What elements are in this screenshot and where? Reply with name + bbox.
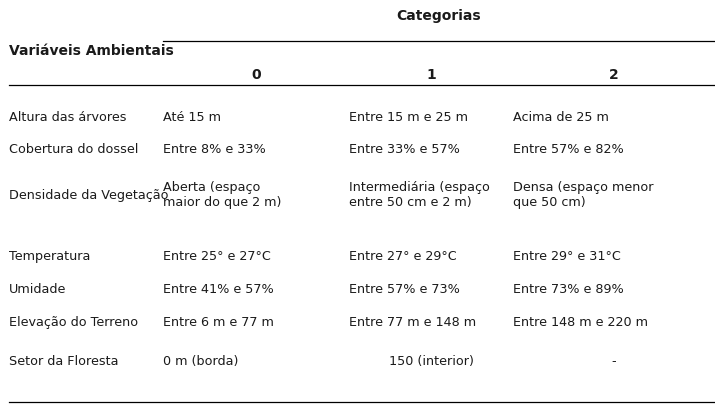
Text: Até 15 m: Até 15 m: [163, 110, 221, 124]
Text: Setor da Floresta: Setor da Floresta: [9, 355, 118, 369]
Text: 2: 2: [609, 68, 619, 82]
Text: Entre 15 m e 25 m: Entre 15 m e 25 m: [349, 110, 468, 124]
Text: Entre 6 m e 77 m: Entre 6 m e 77 m: [163, 316, 274, 330]
Text: Cobertura do dossel: Cobertura do dossel: [9, 143, 138, 156]
Text: Entre 8% e 33%: Entre 8% e 33%: [163, 143, 266, 156]
Text: 1: 1: [426, 68, 436, 82]
Text: Entre 25° e 27°C: Entre 25° e 27°C: [163, 250, 271, 263]
Text: Categorias: Categorias: [397, 9, 481, 23]
Text: Umidade: Umidade: [9, 283, 66, 296]
Text: Temperatura: Temperatura: [9, 250, 90, 263]
Text: 150 (interior): 150 (interior): [389, 355, 473, 369]
Text: Intermediária (espaço
entre 50 cm e 2 m): Intermediária (espaço entre 50 cm e 2 m): [349, 181, 490, 209]
Text: Densa (espaço menor
que 50 cm): Densa (espaço menor que 50 cm): [513, 181, 654, 209]
Text: Variáveis Ambientais: Variáveis Ambientais: [9, 44, 173, 58]
Text: Altura das árvores: Altura das árvores: [9, 110, 126, 124]
Text: Acima de 25 m: Acima de 25 m: [513, 110, 609, 124]
Text: Aberta (espaço
maior do que 2 m): Aberta (espaço maior do que 2 m): [163, 181, 282, 209]
Text: Entre 77 m e 148 m: Entre 77 m e 148 m: [349, 316, 476, 330]
Text: Entre 29° e 31°C: Entre 29° e 31°C: [513, 250, 621, 263]
Text: Densidade da Vegetação: Densidade da Vegetação: [9, 188, 168, 202]
Text: Entre 27° e 29°C: Entre 27° e 29°C: [349, 250, 457, 263]
Text: 0 m (borda): 0 m (borda): [163, 355, 238, 369]
Text: Elevação do Terreno: Elevação do Terreno: [9, 316, 138, 330]
Text: Entre 57% e 73%: Entre 57% e 73%: [349, 283, 460, 296]
Text: Entre 33% e 57%: Entre 33% e 57%: [349, 143, 460, 156]
Text: Entre 41% e 57%: Entre 41% e 57%: [163, 283, 274, 296]
Text: 0: 0: [251, 68, 261, 82]
Text: Entre 73% e 89%: Entre 73% e 89%: [513, 283, 624, 296]
Text: Entre 57% e 82%: Entre 57% e 82%: [513, 143, 624, 156]
Text: -: -: [612, 355, 616, 369]
Text: Entre 148 m e 220 m: Entre 148 m e 220 m: [513, 316, 649, 330]
